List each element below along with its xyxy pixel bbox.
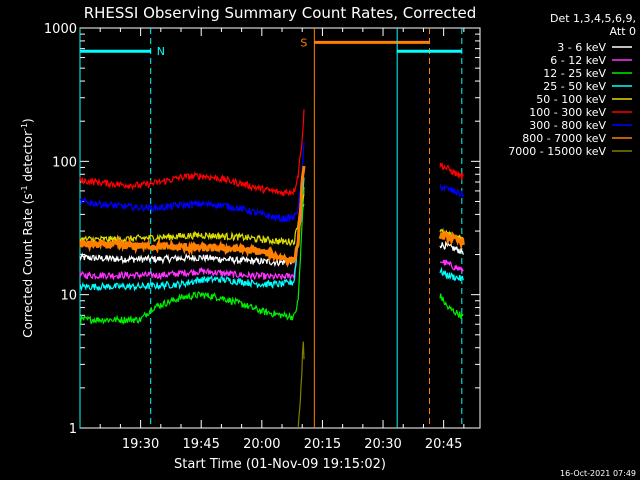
axes-frame <box>79 27 481 429</box>
series-line <box>79 186 305 326</box>
series-line <box>297 341 305 429</box>
interval-label: S <box>300 36 307 49</box>
legend-entry-label: 7000 - 15000 keV <box>508 145 606 158</box>
legend-entry-label: 25 - 50 keV <box>543 80 606 93</box>
series-line <box>439 293 464 319</box>
y-tick-label: 1000 <box>44 22 77 37</box>
series-line <box>79 109 305 197</box>
time-interval-annotations: NS <box>79 28 463 428</box>
x-tick-label: 19:45 <box>182 437 219 452</box>
series-line <box>439 240 464 255</box>
legend-entry-label: 12 - 25 keV <box>543 67 606 80</box>
y-axis-label-suffix: ) <box>21 118 35 123</box>
footer-date: 16-Oct-2021 07:49 <box>560 469 636 478</box>
y-tick-label: 1 <box>69 422 77 437</box>
legend-header: Att 0 <box>610 25 636 38</box>
x-tick-label: 20:00 <box>243 437 280 452</box>
series-line <box>79 194 305 247</box>
series-line <box>438 229 465 250</box>
legend-entry-label: 100 - 300 keV <box>529 106 606 119</box>
y-tick-label: 10 <box>60 289 77 304</box>
legend-entry-label: 300 - 800 keV <box>529 119 606 132</box>
y-axis-label-prefix: Corrected Count Rate (s <box>21 193 35 337</box>
chart-labels: RHESSI Observing Summary Count Rates, Co… <box>20 4 636 478</box>
y-axis-label-sup1: -1 <box>20 185 29 193</box>
x-tick-label: 20:45 <box>425 437 462 452</box>
plot-frame <box>79 27 481 429</box>
series-line <box>439 259 464 273</box>
series-group <box>79 109 465 429</box>
series-line <box>439 266 464 281</box>
series-line <box>439 184 464 198</box>
chart-title: RHESSI Observing Summary Count Rates, Co… <box>84 4 477 22</box>
legend-entry-label: 6 - 12 keV <box>550 54 606 67</box>
series-line <box>439 161 464 181</box>
x-axis-label: Start Time (01-Nov-09 19:15:02) <box>174 457 386 472</box>
series-line <box>79 177 305 292</box>
y-tick-label: 100 <box>52 155 77 170</box>
series-line <box>79 165 306 268</box>
x-tick-label: 20:30 <box>364 437 401 452</box>
series-line <box>79 204 305 268</box>
tick-marks <box>80 27 480 429</box>
y-axis-label: Corrected Count Rate (s-1 detector-1) <box>20 118 35 337</box>
y-axis-label-sup2: -1 <box>20 123 29 131</box>
series-line <box>79 142 305 223</box>
legend-entry-label: 800 - 7000 keV <box>522 132 606 145</box>
x-tick-label: 20:15 <box>304 437 341 452</box>
y-axis-label-mid: detector <box>21 131 35 186</box>
x-tick-label: 19:30 <box>122 437 159 452</box>
series-line <box>79 190 305 282</box>
legend-entry-label: 50 - 100 keV <box>536 93 606 106</box>
interval-label: N <box>157 45 165 58</box>
legend-entry-label: 3 - 6 keV <box>557 41 606 54</box>
legend-header: Det 1,3,4,5,6,9, <box>550 12 636 25</box>
